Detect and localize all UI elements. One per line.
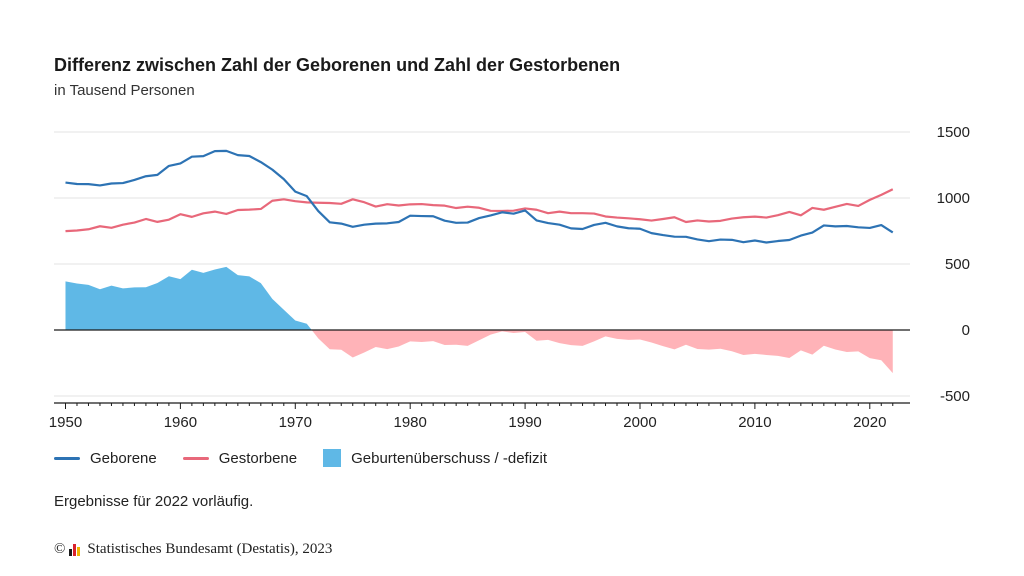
source-line: © Statistisches Bundesamt (Destatis), 20… xyxy=(54,541,332,558)
legend-swatch-deaths xyxy=(182,456,209,460)
x-tick-label: 1960 xyxy=(164,414,197,431)
y-tick-label: 500 xyxy=(945,256,970,273)
x-tick-label: 1950 xyxy=(49,414,82,431)
legend-item-balance: Geburtenüberschuss / -defizit xyxy=(323,449,547,467)
logo-bar xyxy=(73,543,77,556)
destatis-logo-icon xyxy=(69,543,81,556)
source-text: Statistisches Bundesamt (Destatis), 2023 xyxy=(87,541,333,557)
legend-swatch-births xyxy=(54,456,80,460)
y-tick-label: -500 xyxy=(940,388,970,405)
chart-title: Differenz zwischen Zahl der Geborenen un… xyxy=(54,55,621,75)
legend-item-births: Geborene xyxy=(54,450,157,467)
series-line-births xyxy=(65,149,894,244)
chart-subtitle: in Tausend Personen xyxy=(54,82,195,99)
legend-item-deaths: Gestorbene xyxy=(182,449,298,467)
y-tick-label: 1000 xyxy=(937,190,970,207)
y-tick-label: 0 xyxy=(962,322,970,339)
legend-label-deaths: Gestorbene xyxy=(218,449,298,467)
legend-label-balance: Geburtenüberschuss / -defizit xyxy=(351,449,548,467)
chart-note: Ergebnisse für 2022 vorläufig. xyxy=(54,493,254,510)
copyright-symbol: © xyxy=(54,541,66,557)
legend-swatch-balance xyxy=(323,449,342,467)
deficit-area xyxy=(65,330,893,374)
x-tick-label: 2020 xyxy=(853,414,886,431)
legend-label-births: Geborene xyxy=(90,449,157,467)
x-tick-label: 2000 xyxy=(623,414,656,431)
x-tick-label: 1980 xyxy=(394,414,427,431)
surplus-area xyxy=(65,266,893,330)
series-line-deaths xyxy=(65,188,894,233)
x-tick-label: 2010 xyxy=(738,414,771,431)
x-tick-label: 1970 xyxy=(279,414,312,431)
logo-bar xyxy=(77,546,81,556)
chart-legend: Geborene Gestorbene Geburtenüberschuss /… xyxy=(54,449,573,467)
x-tick-label: 1990 xyxy=(508,414,541,431)
logo-bar xyxy=(69,548,73,556)
y-tick-label: 1500 xyxy=(937,124,970,141)
